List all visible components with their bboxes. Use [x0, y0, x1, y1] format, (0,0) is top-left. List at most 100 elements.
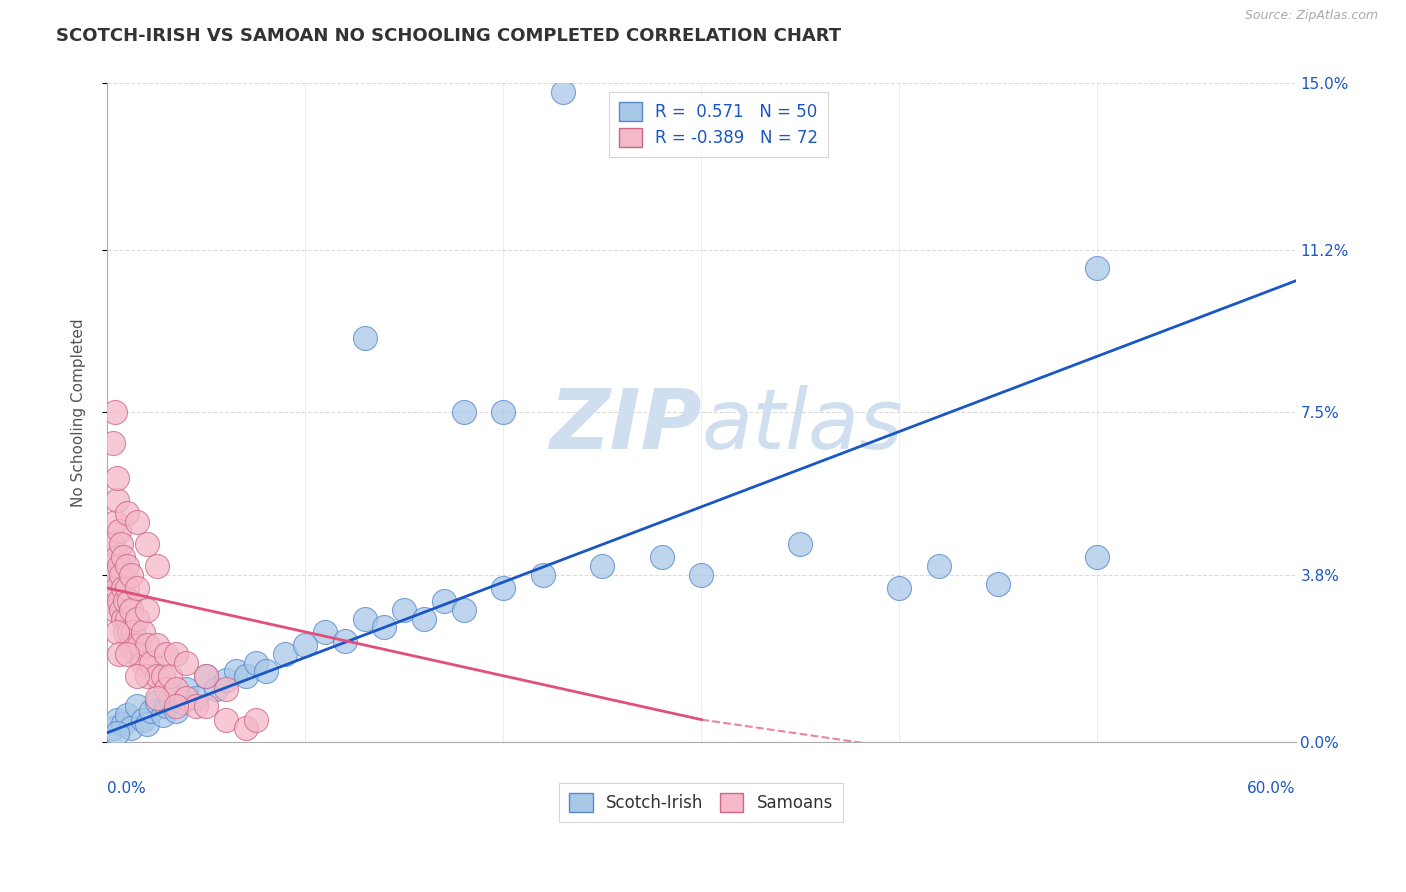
Point: [135, 638, 157, 652]
Point: [159, 690, 181, 705]
Point: [105, 713, 128, 727]
Point: [195, 669, 218, 683]
Point: [115, 647, 138, 661]
Point: [120, 603, 142, 617]
Point: [155, 647, 177, 661]
Point: [492, 405, 515, 419]
Point: [254, 665, 277, 679]
Point: [165, 699, 187, 714]
Point: [651, 550, 673, 565]
Point: [186, 690, 208, 705]
Text: Source: ZipAtlas.com: Source: ZipAtlas.com: [1244, 9, 1378, 22]
Point: [132, 713, 155, 727]
Point: [690, 567, 713, 582]
Point: [139, 656, 162, 670]
Point: [453, 603, 475, 617]
Point: [591, 559, 613, 574]
Point: [132, 624, 155, 639]
Point: [101, 594, 124, 608]
Point: [108, 594, 131, 608]
Point: [110, 537, 132, 551]
Point: [245, 713, 267, 727]
Point: [453, 405, 475, 419]
Point: [145, 638, 167, 652]
Point: [205, 681, 228, 696]
Point: [110, 567, 132, 582]
Point: [104, 515, 127, 529]
Point: [114, 624, 136, 639]
Point: [115, 612, 138, 626]
Point: [101, 722, 124, 736]
Point: [172, 695, 194, 709]
Point: [120, 722, 142, 736]
Text: ZIP: ZIP: [548, 385, 702, 467]
Point: [139, 704, 162, 718]
Point: [186, 699, 208, 714]
Point: [105, 550, 128, 565]
Point: [105, 493, 128, 508]
Text: SCOTCH-IRISH VS SAMOAN NO SCHOOLING COMPLETED CORRELATION CHART: SCOTCH-IRISH VS SAMOAN NO SCHOOLING COMP…: [56, 27, 841, 45]
Point: [551, 85, 574, 99]
Point: [145, 559, 167, 574]
Point: [110, 603, 132, 617]
Point: [118, 594, 141, 608]
Point: [145, 695, 167, 709]
Point: [195, 699, 218, 714]
Point: [165, 681, 187, 696]
Point: [333, 633, 356, 648]
Point: [165, 704, 187, 718]
Text: 60.0%: 60.0%: [1247, 781, 1295, 796]
Point: [433, 594, 456, 608]
Point: [118, 624, 141, 639]
Point: [125, 647, 148, 661]
Point: [314, 624, 336, 639]
Point: [115, 559, 138, 574]
Point: [215, 681, 238, 696]
Point: [353, 331, 375, 345]
Point: [125, 669, 148, 683]
Point: [215, 713, 238, 727]
Point: [176, 690, 198, 705]
Point: [101, 559, 124, 574]
Point: [111, 550, 134, 565]
Point: [115, 581, 138, 595]
Point: [100, 567, 122, 582]
Text: 0.0%: 0.0%: [107, 781, 146, 796]
Point: [111, 717, 134, 731]
Point: [145, 669, 167, 683]
Point: [101, 436, 124, 450]
Point: [987, 576, 1010, 591]
Point: [128, 638, 150, 652]
Point: [101, 537, 124, 551]
Point: [105, 726, 128, 740]
Point: [115, 507, 138, 521]
Point: [235, 722, 257, 736]
Point: [145, 690, 167, 705]
Point: [105, 581, 128, 595]
Point: [111, 612, 134, 626]
Point: [789, 537, 811, 551]
Point: [531, 567, 554, 582]
Y-axis label: No Schooling Completed: No Schooling Completed: [72, 318, 86, 507]
Point: [135, 537, 157, 551]
Point: [928, 559, 950, 574]
Point: [274, 647, 297, 661]
Point: [104, 567, 127, 582]
Point: [108, 559, 131, 574]
Point: [165, 647, 187, 661]
Point: [159, 669, 181, 683]
Point: [215, 673, 238, 687]
Point: [492, 581, 515, 595]
Point: [413, 612, 436, 626]
Point: [125, 581, 148, 595]
Point: [104, 405, 127, 419]
Point: [373, 620, 395, 634]
Point: [120, 567, 142, 582]
Point: [195, 669, 218, 683]
Point: [176, 681, 198, 696]
Point: [152, 669, 174, 683]
Point: [152, 708, 174, 723]
Point: [114, 594, 136, 608]
Point: [155, 699, 177, 714]
Point: [125, 699, 148, 714]
